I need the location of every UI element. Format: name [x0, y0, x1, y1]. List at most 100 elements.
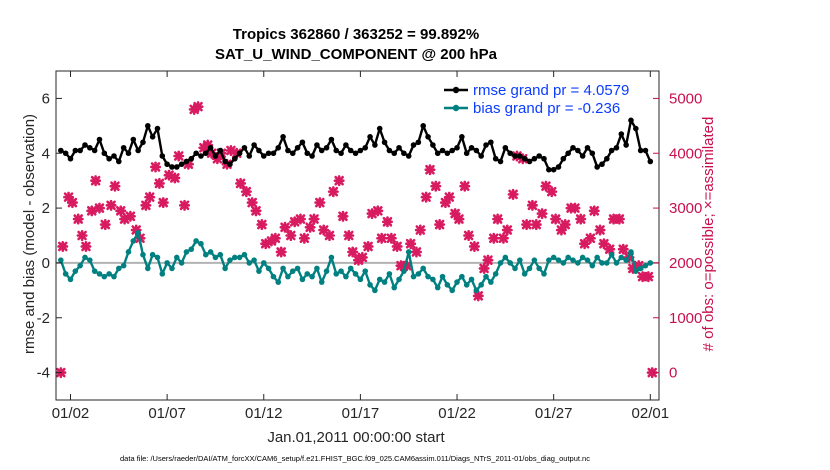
- series-point-rmse: [401, 150, 407, 157]
- obs-assimilated-marker: [157, 197, 169, 209]
- series-point-rmse: [87, 144, 93, 151]
- series-point-rmse: [594, 164, 600, 170]
- series-point-rmse: [280, 134, 286, 140]
- obs-assimilated-marker: [140, 199, 152, 211]
- series-point-rmse: [275, 144, 282, 151]
- series-point-rmse: [318, 147, 325, 154]
- series-point-rmse: [207, 144, 214, 151]
- y-tick-label-left: 6: [42, 90, 50, 107]
- series-point-bias: [512, 265, 518, 272]
- series-point-bias: [280, 265, 286, 272]
- series-point-bias: [207, 249, 214, 255]
- series-point-rmse: [608, 147, 615, 154]
- series-point-bias: [526, 265, 533, 272]
- obs-assimilated-marker: [76, 230, 88, 241]
- obs-assimilated-marker: [391, 240, 403, 252]
- footer-datafile: data file: /Users/raeder/DAI/ATM_forcXX/…: [120, 454, 590, 463]
- y-tick-label-left: 2: [42, 200, 50, 217]
- series-point-rmse: [352, 150, 359, 157]
- series-point-bias: [82, 254, 88, 261]
- series-point-bias: [459, 273, 465, 280]
- series-point-rmse: [488, 139, 494, 146]
- series-point-rmse: [579, 153, 586, 159]
- obs-assimilated-marker: [381, 216, 393, 228]
- series-point-bias: [62, 271, 69, 277]
- series-point-bias: [222, 265, 228, 272]
- series-point-rmse: [72, 147, 79, 154]
- legend-label: rmse grand pr = 4.0579: [473, 82, 629, 99]
- series-point-bias: [391, 284, 398, 291]
- obs-assimilated-marker: [115, 205, 127, 217]
- series-point-bias: [198, 240, 204, 247]
- series-point-bias: [647, 260, 654, 266]
- series-point-rmse: [410, 142, 417, 148]
- series-point-rmse: [188, 155, 195, 162]
- series-point-rmse: [396, 144, 402, 151]
- obs-assimilated-marker: [604, 243, 616, 255]
- series-point-rmse: [135, 147, 141, 154]
- y-tick-label-left: 4: [42, 145, 50, 162]
- series-point-bias: [401, 268, 407, 274]
- series-point-bias: [425, 273, 431, 280]
- x-tick-label: 01/02: [52, 405, 90, 422]
- series-point-rmse: [120, 144, 127, 151]
- series-point-rmse: [260, 153, 267, 159]
- obs-assimilated-marker: [327, 186, 339, 198]
- obs-assimilated-marker: [526, 199, 538, 211]
- obs-assimilated-marker: [405, 238, 417, 250]
- plot-area: 01/02 01/07 01/12 01/17 01/22 01/27 02/01 -4 -2 0…: [37, 70, 702, 422]
- series-point-rmse: [309, 153, 315, 159]
- series-point-bias: [381, 279, 388, 285]
- series-point-rmse: [372, 142, 378, 148]
- series-point-bias: [246, 260, 253, 266]
- series-point-rmse: [420, 123, 427, 129]
- series-point-rmse: [241, 144, 248, 151]
- series-point-bias: [188, 246, 195, 253]
- series-point-bias: [497, 260, 504, 266]
- series-point-bias: [575, 260, 581, 266]
- series-point-rmse: [101, 150, 108, 157]
- series-point-rmse: [111, 153, 117, 159]
- series-point-bias: [231, 254, 238, 261]
- series-point-rmse: [212, 153, 219, 159]
- series-point-rmse: [570, 144, 576, 151]
- series-point-bias: [140, 251, 146, 258]
- series-point-rmse: [328, 136, 335, 143]
- obs-assimilated-marker: [594, 224, 606, 236]
- obs-assimilated-marker: [588, 205, 600, 217]
- x-tick-label: 02/01: [632, 405, 670, 422]
- chart-subtitle: SAT_U_WIND_COMPONENT @ 200 hPa: [215, 46, 498, 63]
- series-point-bias: [376, 276, 383, 283]
- series-point-rmse: [251, 142, 257, 148]
- series-point-bias: [333, 271, 340, 277]
- series-point-bias: [579, 254, 586, 261]
- legend-entry: rmse grand pr = 4.0579: [444, 82, 629, 99]
- series-point-bias: [338, 268, 344, 274]
- series-point-bias: [149, 251, 156, 258]
- series-point-rmse: [536, 153, 542, 159]
- series-point-bias: [125, 249, 132, 255]
- obs-assimilated-marker: [501, 224, 513, 236]
- obs-assimilated-marker: [337, 210, 349, 222]
- series-point-rmse: [478, 153, 484, 159]
- obs-assimilated-marker: [559, 219, 571, 231]
- series-point-bias: [285, 273, 291, 280]
- series-point-rmse: [618, 131, 625, 137]
- series-point-bias: [169, 265, 175, 272]
- obs-assimilated-marker: [256, 219, 268, 231]
- obs-assimilated-marker: [105, 199, 117, 211]
- series-point-rmse: [391, 150, 398, 157]
- series-point-bias: [468, 276, 475, 283]
- legend-label: bias grand pr = -0.236: [473, 100, 620, 117]
- obs-assimilated-marker: [385, 232, 397, 244]
- obs-assimilated-marker: [93, 202, 105, 214]
- x-axis-label: Jan.01,2011 00:00:00 start: [267, 429, 445, 446]
- y-tick-label-right: 1000: [669, 310, 702, 327]
- obs-assimilated-marker: [173, 150, 185, 162]
- series-point-bias: [536, 265, 542, 272]
- obs-assimilated-marker: [376, 232, 388, 244]
- series-point-rmse: [227, 161, 233, 168]
- obs-assimilated-marker: [304, 221, 316, 233]
- series-point-rmse: [367, 134, 373, 140]
- y-tick-label-right: 4000: [669, 145, 702, 162]
